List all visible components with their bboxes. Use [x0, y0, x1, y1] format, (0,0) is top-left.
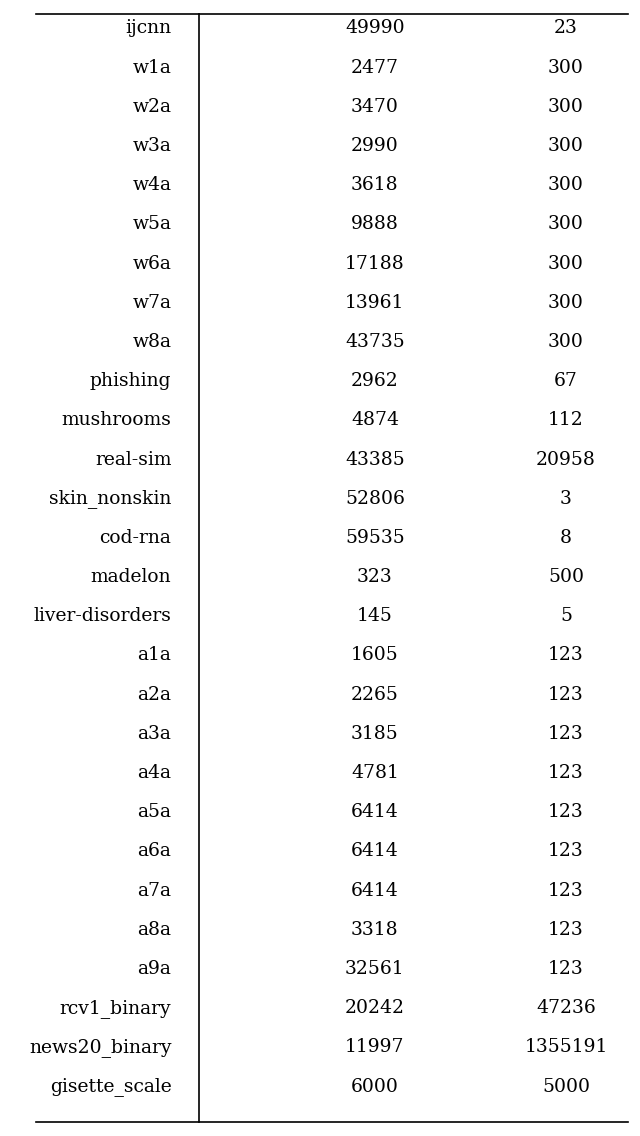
Text: news20_binary: news20_binary: [29, 1038, 172, 1056]
Text: 43735: 43735: [345, 333, 404, 351]
Text: w2a: w2a: [132, 98, 172, 116]
Text: 300: 300: [548, 216, 584, 233]
Text: 59535: 59535: [345, 529, 404, 546]
Text: a3a: a3a: [138, 725, 172, 743]
Text: 6414: 6414: [351, 882, 399, 900]
Text: a2a: a2a: [138, 686, 172, 703]
Text: 47236: 47236: [536, 1000, 596, 1017]
Text: 123: 123: [548, 765, 584, 782]
Text: cod-rna: cod-rna: [100, 529, 172, 546]
Text: 20958: 20958: [536, 451, 596, 468]
Text: 6414: 6414: [351, 803, 399, 821]
Text: 1355191: 1355191: [524, 1038, 608, 1056]
Text: 67: 67: [554, 373, 578, 390]
Text: a5a: a5a: [138, 803, 172, 821]
Text: 6414: 6414: [351, 843, 399, 860]
Text: w7a: w7a: [132, 294, 172, 311]
Text: w4a: w4a: [132, 176, 172, 194]
Text: 2990: 2990: [351, 137, 399, 154]
Text: 123: 123: [548, 725, 584, 743]
Text: skin_nonskin: skin_nonskin: [49, 490, 172, 508]
Text: 5000: 5000: [542, 1078, 590, 1095]
Text: 13961: 13961: [345, 294, 404, 311]
Text: 3618: 3618: [351, 176, 399, 194]
Text: 112: 112: [548, 411, 584, 429]
Text: 300: 300: [548, 333, 584, 351]
Text: a9a: a9a: [138, 960, 172, 978]
Text: 500: 500: [548, 568, 584, 586]
Text: 52806: 52806: [345, 490, 405, 508]
Text: 9888: 9888: [351, 216, 399, 233]
Text: 3318: 3318: [351, 921, 399, 938]
Text: w5a: w5a: [132, 216, 172, 233]
Text: a1a: a1a: [138, 646, 172, 665]
Text: mushrooms: mushrooms: [61, 411, 172, 429]
Text: phishing: phishing: [90, 373, 172, 390]
Text: 4874: 4874: [351, 411, 399, 429]
Text: 2477: 2477: [351, 59, 399, 76]
Text: madelon: madelon: [91, 568, 172, 586]
Text: 123: 123: [548, 843, 584, 860]
Text: w1a: w1a: [132, 59, 172, 76]
Text: a7a: a7a: [138, 882, 172, 900]
Text: 300: 300: [548, 98, 584, 116]
Text: 123: 123: [548, 921, 584, 938]
Text: real-sim: real-sim: [95, 451, 172, 468]
Text: 3470: 3470: [351, 98, 399, 116]
Text: w8a: w8a: [132, 333, 172, 351]
Text: 300: 300: [548, 294, 584, 311]
Text: 123: 123: [548, 686, 584, 703]
Text: 123: 123: [548, 882, 584, 900]
Text: a8a: a8a: [138, 921, 172, 938]
Text: 4781: 4781: [351, 765, 399, 782]
Text: w3a: w3a: [132, 137, 172, 154]
Text: 123: 123: [548, 803, 584, 821]
Text: 2962: 2962: [351, 373, 399, 390]
Text: 5: 5: [560, 608, 572, 625]
Text: a6a: a6a: [138, 843, 172, 860]
Text: 32561: 32561: [345, 960, 404, 978]
Text: 1605: 1605: [351, 646, 399, 665]
Text: a4a: a4a: [138, 765, 172, 782]
Text: rcv1_binary: rcv1_binary: [60, 999, 172, 1018]
Text: 20242: 20242: [345, 1000, 405, 1017]
Text: ijcnn: ijcnn: [125, 19, 172, 37]
Text: 49990: 49990: [345, 19, 404, 37]
Text: 323: 323: [357, 568, 393, 586]
Text: 123: 123: [548, 960, 584, 978]
Text: 145: 145: [357, 608, 393, 625]
Text: 17188: 17188: [345, 254, 404, 273]
Text: 2265: 2265: [351, 686, 399, 703]
Text: 3185: 3185: [351, 725, 399, 743]
Text: 3: 3: [560, 490, 572, 508]
Text: w6a: w6a: [132, 254, 172, 273]
Text: 300: 300: [548, 137, 584, 154]
Text: 23: 23: [554, 19, 578, 37]
Text: 123: 123: [548, 646, 584, 665]
Text: liver-disorders: liver-disorders: [33, 608, 172, 625]
Text: 11997: 11997: [345, 1038, 404, 1056]
Text: 43385: 43385: [345, 451, 404, 468]
Text: 8: 8: [560, 529, 572, 546]
Text: 300: 300: [548, 254, 584, 273]
Text: 300: 300: [548, 59, 584, 76]
Text: 300: 300: [548, 176, 584, 194]
Text: gisette_scale: gisette_scale: [50, 1077, 172, 1096]
Text: 6000: 6000: [351, 1078, 399, 1095]
